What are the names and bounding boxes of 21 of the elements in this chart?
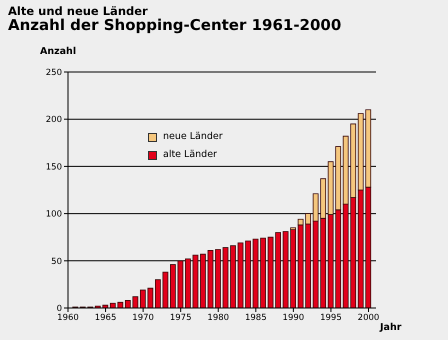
x-tick-label: 1970 xyxy=(132,313,154,324)
x-tick-label: 1990 xyxy=(282,313,304,324)
y-tick-label: 50 xyxy=(51,256,62,267)
y-tick-label: 0 xyxy=(56,304,62,314)
x-tick-label: 1980 xyxy=(207,313,230,324)
x-axis-title: Jahr xyxy=(380,322,402,333)
x-tick-label: 1985 xyxy=(244,313,267,324)
y-tick-label: 150 xyxy=(46,162,62,172)
x-tick-label: 1960 xyxy=(57,313,79,324)
x-tick-label: 2000 xyxy=(358,313,380,324)
x-tick-label: 1975 xyxy=(170,313,192,324)
y-tick-label: 200 xyxy=(46,115,62,126)
chart-title: Anzahl der Shopping-Center 1961-2000 xyxy=(8,16,342,34)
x-tick-label: 1995 xyxy=(320,313,342,324)
y-tick-label: 250 xyxy=(46,68,62,78)
legend-label: alte Länder xyxy=(163,148,217,162)
y-axis-title: Anzahl xyxy=(40,46,76,57)
x-tick-label: 1965 xyxy=(94,313,116,324)
chart-subtitle: Alte und neue Länder xyxy=(8,4,148,18)
y-tick-label: 100 xyxy=(46,210,62,220)
legend-label: neue Länder xyxy=(163,130,223,144)
